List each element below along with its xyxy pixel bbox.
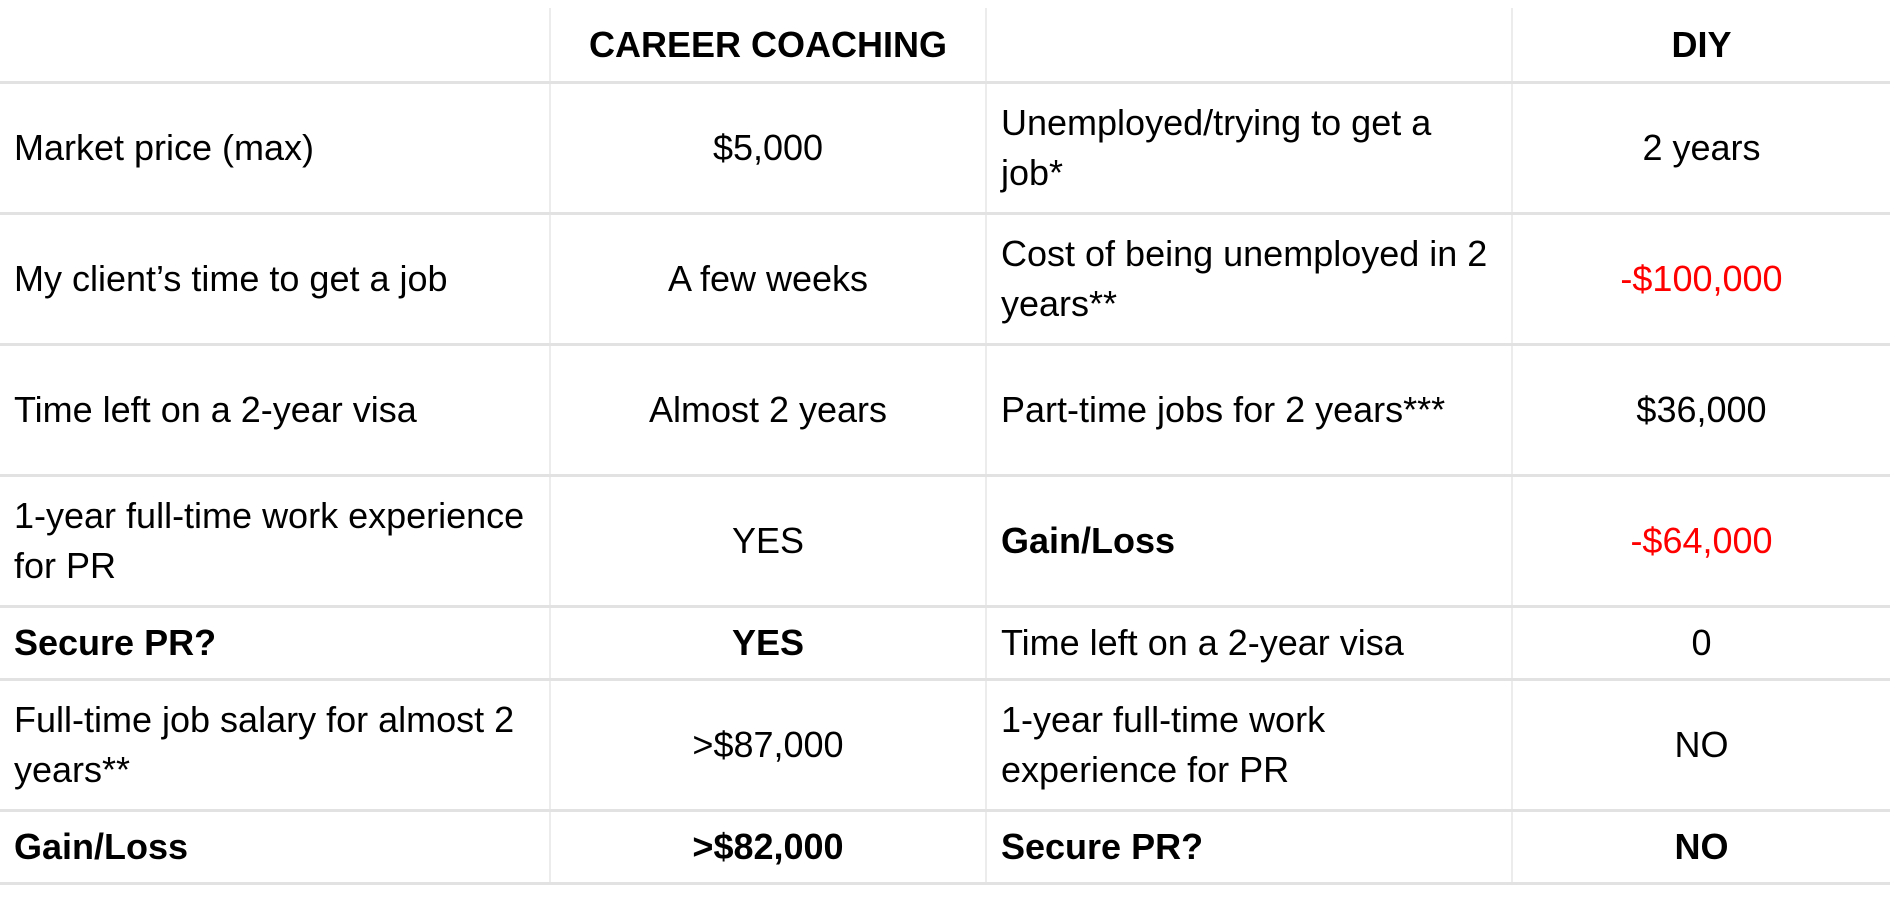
diy-value: -$64,000 — [1512, 475, 1890, 608]
coaching-value: $5,000 — [550, 82, 987, 215]
header-career-coaching: CAREER COACHING — [550, 8, 987, 84]
coaching-value: A few weeks — [550, 213, 987, 346]
header-diy: DIY — [1512, 8, 1890, 84]
row-label: Time left on a 2-year visa — [0, 344, 551, 477]
comparison-table: CAREER COACHING DIY Market price (max) $… — [0, 8, 1890, 885]
diy-label: Unemployed/trying to get a job* — [986, 82, 1513, 215]
diy-label: Time left on a 2-year visa — [986, 606, 1513, 681]
diy-value: 2 years — [1512, 82, 1890, 215]
row-label: Market price (max) — [0, 82, 551, 215]
diy-value: NO — [1512, 810, 1890, 885]
diy-label: Gain/Loss — [986, 475, 1513, 608]
diy-value: 0 — [1512, 606, 1890, 681]
table-row: My client’s time to get a job A few week… — [0, 213, 1890, 346]
diy-value: NO — [1512, 679, 1890, 812]
table-row: Secure PR? YES Time left on a 2-year vis… — [0, 606, 1890, 681]
table-row: Market price (max) $5,000 Unemployed/try… — [0, 82, 1890, 215]
diy-label: Cost of being unemployed in 2 years** — [986, 213, 1513, 346]
coaching-value: >$87,000 — [550, 679, 987, 812]
header-blank-2 — [986, 8, 1513, 84]
diy-value: -$100,000 — [1512, 213, 1890, 346]
diy-value: $36,000 — [1512, 344, 1890, 477]
diy-label: Secure PR? — [986, 810, 1513, 885]
table-row: 1-year full-time work experience for PR … — [0, 475, 1890, 608]
row-label: My client’s time to get a job — [0, 213, 551, 346]
coaching-value: YES — [550, 475, 987, 608]
row-label: Full-time job salary for almost 2 years*… — [0, 679, 551, 812]
coaching-value: Almost 2 years — [550, 344, 987, 477]
table-row: Gain/Loss >$82,000 Secure PR? NO — [0, 810, 1890, 885]
header-blank-1 — [0, 8, 551, 84]
row-label: 1-year full-time work experience for PR — [0, 475, 551, 608]
table-row: Full-time job salary for almost 2 years*… — [0, 679, 1890, 812]
row-label: Secure PR? — [0, 606, 551, 681]
coaching-value: YES — [550, 606, 987, 681]
table-row: Time left on a 2-year visa Almost 2 year… — [0, 344, 1890, 477]
coaching-value: >$82,000 — [550, 810, 987, 885]
row-label: Gain/Loss — [0, 810, 551, 885]
diy-label: Part-time jobs for 2 years*** — [986, 344, 1513, 477]
diy-label: 1-year full-time work experience for PR — [986, 679, 1513, 812]
header-row: CAREER COACHING DIY — [0, 8, 1890, 84]
